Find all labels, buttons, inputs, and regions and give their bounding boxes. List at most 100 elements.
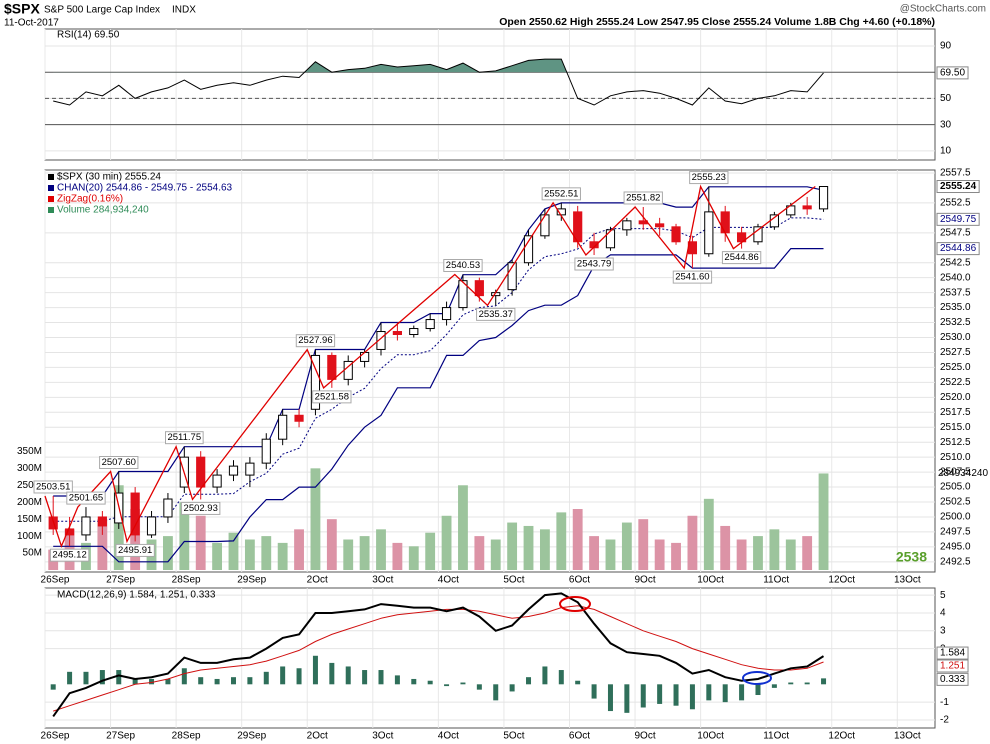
- zigzag-label: 2502.93: [184, 503, 218, 514]
- histogram-bar: [607, 684, 613, 712]
- histogram-bar: [296, 668, 302, 685]
- candle-body: [81, 516, 91, 536]
- histogram-bar: [591, 684, 597, 699]
- x-tick-label: 12Oct: [828, 731, 855, 742]
- candle-body: [655, 223, 665, 228]
- x-tick-label: 3Oct: [372, 731, 393, 742]
- zigzag-label: 2503.51: [36, 481, 70, 492]
- zigzag-label: 2521.58: [315, 391, 349, 402]
- volume-bar: [490, 539, 501, 570]
- value-tag-box: [936, 180, 980, 194]
- y-tick-label: 2532.5: [940, 317, 971, 328]
- y-tick-label: 2515.0: [940, 422, 971, 433]
- y-tick-label: 200M: [17, 497, 42, 508]
- histogram-bar: [181, 668, 187, 685]
- x-tick-label: 13Oct: [894, 731, 921, 742]
- volume-bar: [671, 542, 681, 570]
- zigzag-label: 2535.37: [479, 309, 513, 320]
- x-tick-label: 10Oct: [697, 731, 724, 742]
- x-tick-label: 5Oct: [503, 575, 524, 586]
- histogram-bar: [312, 655, 318, 685]
- y-tick-label: 2542.5: [940, 257, 971, 268]
- histogram-bar: [476, 684, 482, 690]
- y-tick-label: 150M: [17, 514, 42, 525]
- zigzag-label: 2511.75: [167, 432, 201, 443]
- index-name: S&P 500 Large Cap Index: [44, 5, 160, 16]
- volume-bar: [507, 522, 518, 570]
- channel-middle: [53, 217, 824, 522]
- value-tag-box: [936, 242, 980, 256]
- candle-body: [818, 186, 829, 210]
- x-tick-label: 26Sep: [41, 731, 70, 742]
- zigzag-label: 2527.96: [298, 335, 332, 346]
- histogram-bar: [755, 684, 761, 696]
- x-tick-label: 10Oct: [697, 575, 724, 586]
- candle-body: [753, 226, 763, 243]
- x-tick-label: 27Sep: [106, 575, 135, 586]
- y-tick-label: -1: [940, 697, 949, 708]
- histogram-bar: [542, 666, 548, 685]
- histogram-bar: [427, 680, 433, 685]
- zigzag-label-box: [476, 307, 516, 321]
- zigzag-label-box: [66, 491, 106, 505]
- y-tick-label: 10: [940, 145, 952, 156]
- legend: RSI(14) 69.50: [57, 30, 120, 41]
- histogram-bar: [722, 684, 728, 703]
- histogram-bar: [804, 682, 810, 685]
- candle-body: [523, 235, 534, 264]
- legend-icon: [48, 185, 54, 191]
- x-tick-label: 6Oct: [569, 575, 590, 586]
- volume-bar: [753, 536, 763, 570]
- volume-bar: [195, 515, 206, 570]
- volume-bar: [294, 529, 304, 570]
- volume-bar: [769, 529, 780, 570]
- x-tick-label: 5Oct: [503, 731, 524, 742]
- legend: CHAN(20) 2544.86 - 2549.75 - 2554.63: [57, 183, 233, 194]
- volume-bar: [441, 515, 452, 570]
- value-tag: 69.50: [940, 68, 965, 79]
- candle-body: [212, 474, 222, 488]
- histogram-bar: [263, 671, 269, 685]
- histogram-bar: [198, 677, 204, 685]
- histogram-bar: [460, 682, 466, 685]
- legend: ZigZag(0.16%): [57, 194, 123, 205]
- volume-bar: [408, 546, 419, 570]
- y-tick-label: 2530.0: [940, 332, 971, 343]
- zigzag-label-box: [443, 259, 483, 273]
- channel-upper: [53, 186, 824, 497]
- histogram-bar: [50, 684, 56, 690]
- x-tick-label: 26Sep: [41, 575, 70, 586]
- volume-bar: [818, 473, 829, 570]
- quote: Open 2550.62 High 2555.24 Low 2547.95 Cl…: [499, 16, 935, 28]
- candle-body: [228, 465, 239, 476]
- y-tick-label: 50M: [23, 548, 42, 559]
- zigzag-label-box: [49, 548, 90, 562]
- y-tick-label: 90: [940, 41, 952, 52]
- histogram-bar: [640, 684, 646, 708]
- histogram-bar: [493, 684, 499, 701]
- value-tag: 2549.75: [940, 214, 977, 225]
- y-tick-label: 2517.5: [940, 407, 971, 418]
- y-tick-label: 2502.5: [940, 497, 971, 508]
- candle-body: [163, 498, 173, 518]
- volume-bar: [376, 529, 386, 570]
- histogram-bar: [99, 670, 105, 685]
- volume-bar: [785, 539, 796, 570]
- candle-body: [425, 319, 435, 330]
- candle-body: [327, 354, 337, 380]
- y-tick-label: 300M: [17, 463, 42, 474]
- volume-bar: [474, 536, 485, 570]
- volume-bar: [703, 498, 714, 570]
- x-tick-label: 29Sep: [237, 731, 266, 742]
- candle-body: [769, 214, 779, 228]
- symbol: $SPX: [4, 1, 40, 17]
- legend-icon: [48, 196, 54, 202]
- volume-bar: [802, 536, 813, 570]
- x-tick-label: 29Sep: [237, 575, 266, 586]
- y-tick-label: 2535.0: [940, 302, 971, 313]
- zigzag-label-box: [721, 251, 762, 265]
- histogram-bar: [821, 678, 827, 685]
- zigzag-label-box: [164, 431, 204, 445]
- zigzag-label-box: [672, 270, 713, 284]
